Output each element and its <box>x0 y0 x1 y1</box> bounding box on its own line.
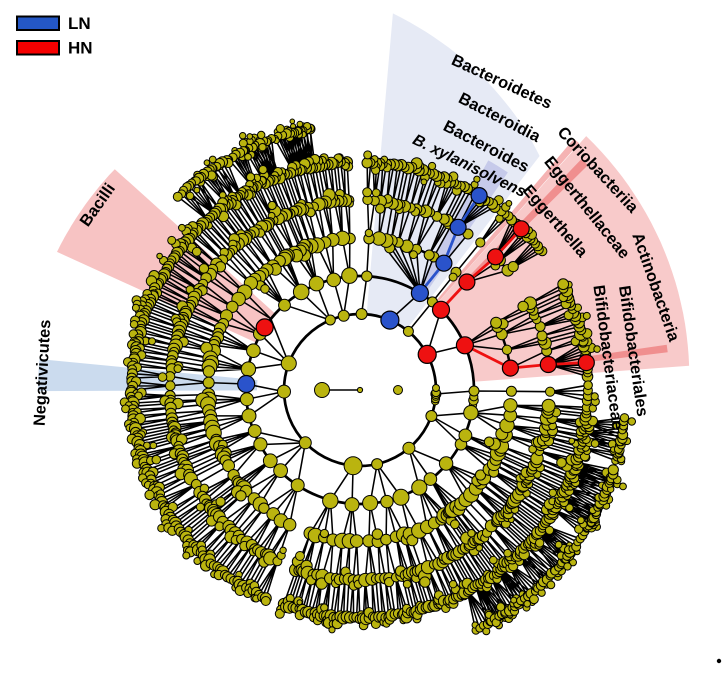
svg-text:LN: LN <box>68 14 91 33</box>
svg-text:HN: HN <box>68 39 93 58</box>
svg-text:Negativicutes: Negativicutes <box>31 319 55 426</box>
